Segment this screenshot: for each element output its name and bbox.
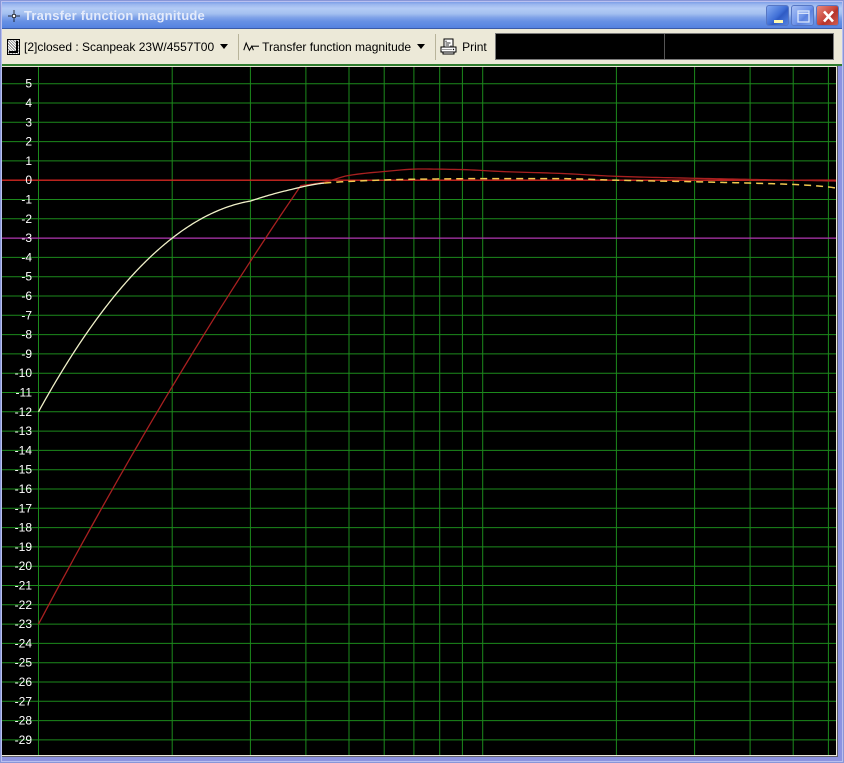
svg-text:5: 5 — [25, 77, 32, 91]
svg-text:-27: -27 — [15, 694, 33, 708]
svg-text:-3: -3 — [21, 231, 32, 245]
svg-text:-13: -13 — [15, 424, 33, 438]
svg-text:-22: -22 — [15, 598, 33, 612]
svg-text:-26: -26 — [15, 675, 33, 689]
svg-text:-18: -18 — [15, 521, 33, 535]
svg-text:-19: -19 — [15, 540, 33, 554]
svg-text:-7: -7 — [21, 308, 32, 322]
svg-text:-25: -25 — [15, 656, 33, 670]
svg-text:-23: -23 — [15, 617, 33, 631]
svg-text:-4: -4 — [21, 250, 32, 264]
svg-text:3: 3 — [25, 115, 32, 129]
svg-text:-1: -1 — [21, 193, 32, 207]
svg-text:-14: -14 — [15, 443, 33, 457]
svg-text:2: 2 — [25, 135, 32, 149]
svg-text:-2: -2 — [21, 212, 32, 226]
svg-text:-21: -21 — [15, 579, 33, 593]
svg-text:-9: -9 — [21, 347, 32, 361]
svg-text:1: 1 — [25, 154, 32, 168]
svg-text:-10: -10 — [15, 366, 33, 380]
svg-text:-28: -28 — [15, 714, 33, 728]
svg-text:-17: -17 — [15, 501, 33, 515]
svg-text:-8: -8 — [21, 328, 32, 342]
svg-text:-16: -16 — [15, 482, 33, 496]
svg-text:4: 4 — [25, 96, 32, 110]
svg-text:-24: -24 — [15, 636, 33, 650]
svg-text:-12: -12 — [15, 405, 33, 419]
svg-text:-5: -5 — [21, 270, 32, 284]
svg-text:-20: -20 — [15, 559, 33, 573]
svg-text:-29: -29 — [15, 733, 33, 747]
svg-text:-11: -11 — [16, 386, 33, 400]
svg-text:0: 0 — [25, 173, 32, 187]
svg-text:-6: -6 — [21, 289, 32, 303]
svg-text:-15: -15 — [15, 463, 33, 477]
